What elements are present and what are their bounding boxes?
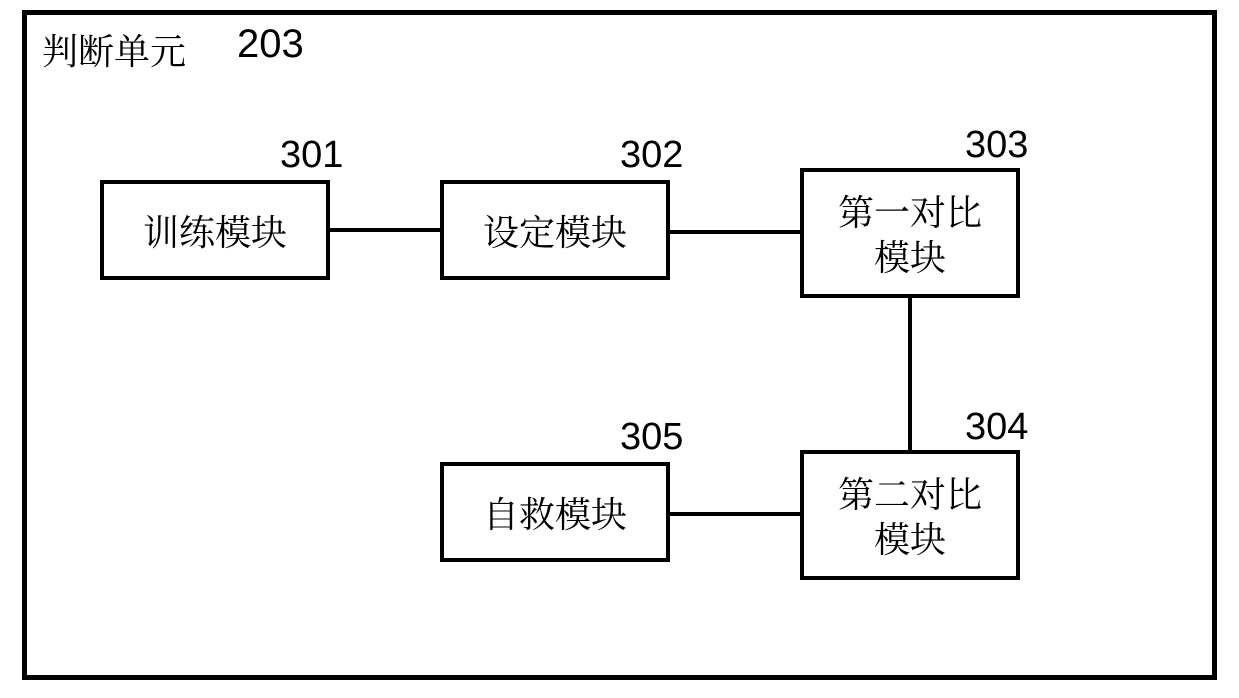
setting-module-label: 设定模块: [483, 208, 627, 253]
self-rescue-module-number: 305: [620, 416, 683, 459]
training-module-number: 301: [280, 134, 343, 177]
setting-module-block: 设定模块: [440, 180, 670, 280]
container-number: 203: [237, 22, 304, 67]
training-module-label: 训练模块: [143, 208, 287, 253]
connector-setting-compare1: [670, 230, 800, 234]
second-compare-module-label: 第二对比 模块: [838, 470, 982, 560]
second-compare-module-number: 304: [965, 406, 1028, 449]
first-compare-module-label: 第一对比 模块: [838, 188, 982, 278]
self-rescue-module-label: 自救模块: [483, 490, 627, 535]
diagram-canvas: 判断单元 203 训练模块 设定模块 第一对比 模块 第二对比 模块 自救模块 …: [0, 0, 1239, 698]
training-module-block: 训练模块: [100, 180, 330, 280]
connector-training-setting: [330, 228, 440, 232]
second-compare-module-block: 第二对比 模块: [800, 450, 1020, 580]
first-compare-module-number: 303: [965, 124, 1028, 167]
judgment-unit-container: [22, 10, 1217, 680]
setting-module-number: 302: [620, 134, 683, 177]
container-title: 判断单元: [42, 24, 186, 75]
self-rescue-module-block: 自救模块: [440, 462, 670, 562]
first-compare-module-block: 第一对比 模块: [800, 168, 1020, 298]
connector-selfrescue-compare2: [670, 512, 800, 516]
connector-compare1-compare2: [908, 298, 912, 450]
